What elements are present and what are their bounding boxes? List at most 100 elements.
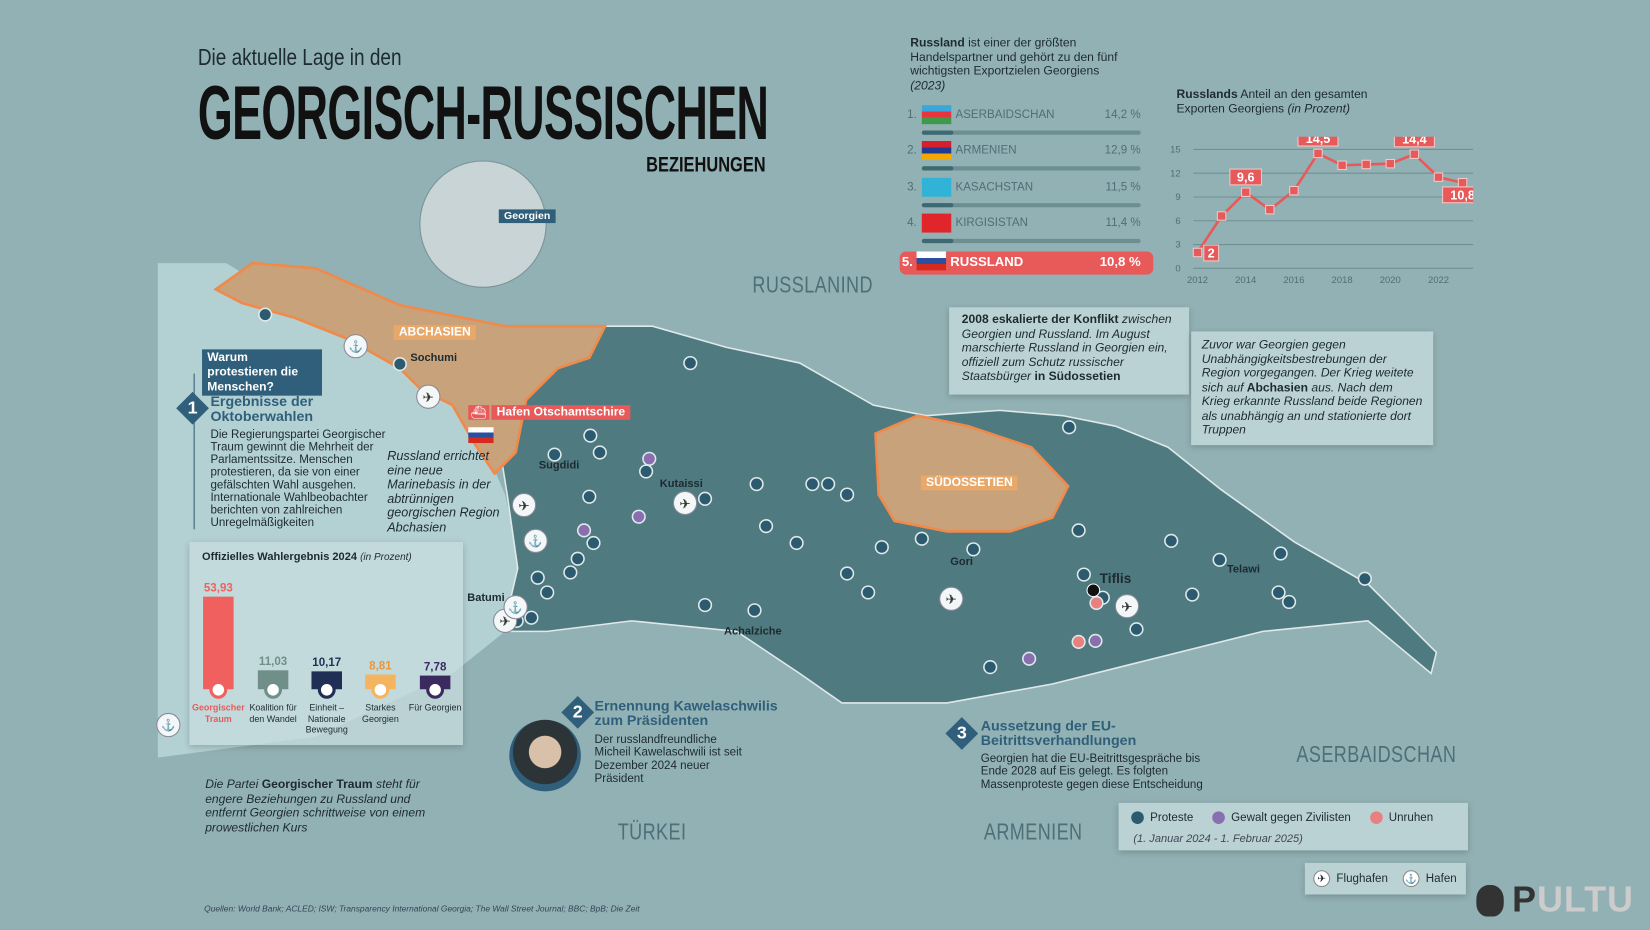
protest-dot xyxy=(747,603,762,618)
party-name: Einheit – Nationale Bewegung xyxy=(305,701,348,735)
protest-dot xyxy=(805,476,820,492)
y-tick-label: 9 xyxy=(1175,192,1180,203)
data-point xyxy=(1361,159,1371,170)
trade-intro: Russland ist einer der größten Handelspa… xyxy=(910,36,1118,93)
protest-dot xyxy=(540,585,555,600)
flag-ru-icon xyxy=(916,251,947,271)
city-label: Telawi xyxy=(1226,562,1260,576)
ship-icon: ⛴ xyxy=(468,405,490,420)
label-azerbaijan: ASERBAIDSCHAN xyxy=(1296,740,1457,768)
protest-dot xyxy=(683,355,698,371)
svg-text:✈: ✈ xyxy=(518,498,529,513)
data-point xyxy=(1457,177,1468,188)
city-label: Sugdidi xyxy=(538,458,580,472)
svg-text:10,8: 10,8 xyxy=(1450,189,1473,203)
port-name: Hafen Otschamtschire xyxy=(491,405,631,420)
bar-track xyxy=(921,166,1141,171)
protest-dot xyxy=(839,566,855,581)
port-note: Russland errichtet eine neue Marinebasis… xyxy=(387,448,500,535)
y-tick-label: 0 xyxy=(1175,263,1180,274)
protest-dot xyxy=(983,660,998,675)
protest-dot xyxy=(966,542,981,557)
protest-dot xyxy=(530,570,545,585)
bar-value-label: 11,03 xyxy=(258,655,288,669)
violence-dot xyxy=(1022,651,1037,666)
bar-track xyxy=(921,238,1141,244)
export-share: 10,8 % xyxy=(1099,254,1141,270)
data-point xyxy=(1240,187,1251,197)
label-russia: RUSSLANIND xyxy=(752,271,873,298)
timeline-line xyxy=(193,373,195,530)
owl-icon xyxy=(1476,884,1504,917)
point-text: Der russlandfreundliche Micheil Kawelasc… xyxy=(594,733,742,786)
trade-row: 4. KIRGISISTAN 11,4 % xyxy=(905,213,1153,244)
unrest-dot xyxy=(1071,634,1086,650)
page-title: GEORGISCH-RUSSISCHEN xyxy=(197,71,769,156)
data-point xyxy=(1192,247,1203,258)
flag-am-icon xyxy=(921,141,952,160)
data-label: 14,5 xyxy=(1297,136,1339,147)
trade-row: 2. ARMENIEN 12,9 % xyxy=(905,141,1153,171)
bar-track xyxy=(921,130,1141,135)
bar-value-label: 53,93 xyxy=(203,581,233,595)
point-title: Aussetzung der EU-Beitrittsverhandlungen xyxy=(980,717,1137,749)
legend-icons: ✈ Flughafen ⚓ Hafen xyxy=(1304,862,1466,895)
port-icon: ⚓ xyxy=(503,595,528,620)
subtitle: Die aktuelle Lage in den xyxy=(197,44,402,71)
protest-dot xyxy=(839,487,855,502)
protest-dot xyxy=(582,489,597,504)
protest-dot xyxy=(1357,571,1372,586)
flag-kg-icon xyxy=(921,213,952,233)
flag-az-icon xyxy=(921,105,952,125)
bar-value-label: 8,81 xyxy=(369,659,392,672)
legend-airport: Flughafen xyxy=(1336,872,1388,885)
airport-icon: ✈ xyxy=(1114,594,1140,619)
capital-star-icon xyxy=(1086,583,1101,598)
y-tick-label: 15 xyxy=(1170,145,1181,156)
protest-dot xyxy=(547,447,562,462)
label-abkhazia: ABCHASIEN xyxy=(393,325,477,340)
y-tick-label: 3 xyxy=(1175,240,1180,251)
party-logo-icon xyxy=(209,680,228,699)
trade-row: 3. KASACHSTAN 11,5 % xyxy=(905,177,1153,208)
protest-dot xyxy=(1185,587,1200,602)
protest-dot xyxy=(697,491,713,506)
svg-text:14,4: 14,4 xyxy=(1402,137,1427,147)
party-name: Koalition für den Wandel xyxy=(249,701,297,724)
data-point xyxy=(1216,211,1227,221)
x-tick-label: 2020 xyxy=(1380,275,1401,286)
protest-dot xyxy=(592,445,607,460)
port-icon: ⚓ xyxy=(343,334,368,359)
president-photo xyxy=(509,719,581,792)
rank: 5. xyxy=(901,254,913,270)
svg-text:✈: ✈ xyxy=(1121,599,1132,614)
city-label: Sochumi xyxy=(410,351,458,365)
city-label: Gori xyxy=(950,555,973,569)
data-point xyxy=(1337,160,1347,171)
export-share: 14,2 % xyxy=(1104,108,1141,122)
trade-row: 1. ASERBAIDSCHAN 14,2 % xyxy=(905,105,1153,135)
party-logo-icon xyxy=(426,680,445,699)
country-name: ASERBAIDSCHAN xyxy=(955,108,1055,122)
label-armenia: ARMENIEN xyxy=(983,818,1083,845)
election-title: Offizielles Wahlergebnis 2024 (in Prozen… xyxy=(202,550,412,563)
protest-dot xyxy=(586,535,601,551)
port-icon: ⚓ xyxy=(523,528,548,553)
legend-item: Proteste xyxy=(1131,811,1193,824)
svg-text:✈: ✈ xyxy=(946,592,957,607)
conflict-box: 2008 eskalierte der Konflikt zwischen Ge… xyxy=(949,307,1190,395)
svg-text:14,5: 14,5 xyxy=(1306,137,1331,146)
data-label: 2 xyxy=(1203,244,1220,262)
country-name: RUSSLAND xyxy=(950,254,1024,270)
protest-dot xyxy=(749,476,764,492)
violence-dot xyxy=(642,451,657,466)
country-name: ARMENIEN xyxy=(955,144,1017,157)
airport-icon: ✈ xyxy=(939,586,964,611)
line-chart-title: Russlands Anteil an den gesamten Exporte… xyxy=(1176,88,1368,116)
sources: Quellen: World Bank; ACLED; ISW; Transpa… xyxy=(204,903,640,914)
protest-dot xyxy=(1281,594,1297,610)
violence-dot xyxy=(631,509,646,524)
protest-dot xyxy=(1273,546,1288,561)
port-icon: ⚓ xyxy=(156,712,181,738)
